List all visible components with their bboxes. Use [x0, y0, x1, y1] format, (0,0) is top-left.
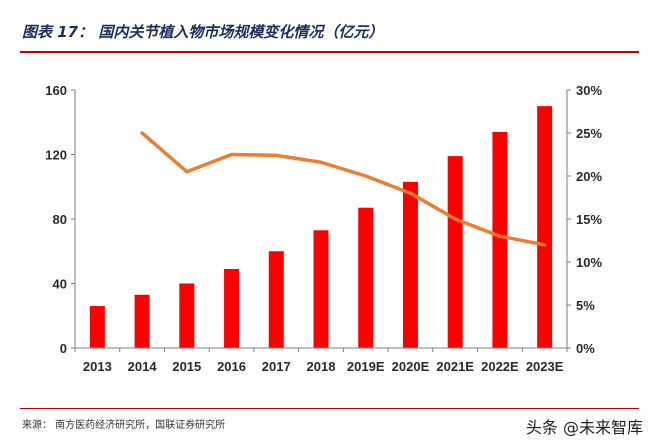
x-tick-label: 2022E	[481, 359, 519, 374]
left-tick-label: 160	[45, 83, 67, 98]
left-tick-label: 80	[53, 212, 67, 227]
bar-2016	[224, 268, 240, 348]
bar-2018	[313, 230, 329, 348]
chart-axes: 0 40 80 120 160 0% 5% 10% 15% 20% 25% 30% 2013 2014 20…	[45, 83, 602, 374]
bar-2022E	[492, 131, 508, 348]
line-series	[140, 131, 547, 247]
right-tick-label: 0%	[576, 341, 595, 356]
title-divider	[20, 51, 639, 53]
left-tick-label: 40	[53, 277, 67, 292]
right-tick-label: 10%	[576, 255, 602, 270]
x-tick-label: 2020E	[392, 359, 430, 374]
chart-title: 图表 17： 国内关节植入物市场规模变化情况（亿元）	[22, 23, 384, 41]
growth-line	[140, 131, 547, 247]
x-tick-label: 2014	[128, 359, 158, 374]
bar-2020E	[402, 181, 418, 348]
x-tick-label: 2018	[307, 359, 336, 374]
left-tick-label: 0	[60, 341, 67, 356]
x-tick-label: 2017	[262, 359, 291, 374]
bar-2015	[179, 283, 195, 348]
x-tick-label: 2021E	[436, 359, 474, 374]
watermark: 头条 @未来智库	[525, 418, 643, 437]
chart-title-bar: 图表 17： 国内关节植入物市场规模变化情况（亿元）	[0, 8, 659, 53]
bar-2013	[89, 306, 105, 348]
right-tick-label: 5%	[576, 298, 595, 313]
bar-2021E	[447, 156, 463, 348]
x-tick-label: 2016	[217, 359, 246, 374]
right-tick-label: 30%	[576, 83, 602, 98]
x-tick-label: 2019E	[347, 359, 385, 374]
left-tick-label: 120	[45, 148, 67, 163]
bar-2023E	[537, 106, 553, 348]
x-tick-label: 2015	[172, 359, 201, 374]
bar-series	[89, 106, 553, 348]
bar-2017	[268, 251, 284, 348]
x-tick-label: 2023E	[526, 359, 564, 374]
right-tick-label: 20%	[576, 169, 602, 184]
right-tick-label: 15%	[576, 212, 602, 227]
bar-2014	[134, 294, 150, 348]
footer-divider	[20, 408, 639, 409]
source-note: 来源： 南方医药经济研究所，国联证券研究所	[22, 420, 226, 431]
x-tick-label: 2013	[83, 359, 112, 374]
right-tick-label: 25%	[576, 126, 602, 141]
bar-2019E	[358, 207, 374, 348]
